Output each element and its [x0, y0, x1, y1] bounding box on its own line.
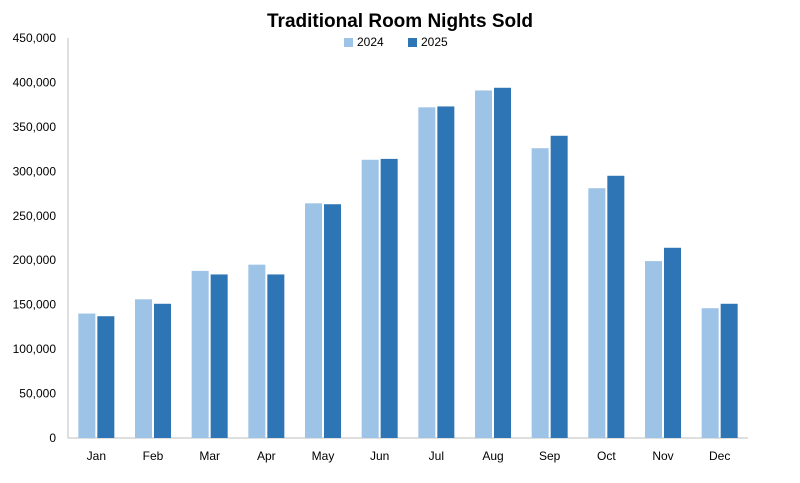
- bar-2025-Sep: [550, 135, 568, 438]
- bar-2024-Jan: [78, 313, 96, 438]
- y-tick-label: 200,000: [13, 253, 57, 267]
- bar-2025-Jun: [380, 158, 398, 438]
- chart-title: Traditional Room Nights Sold: [267, 11, 533, 32]
- y-axis: 0 50,000 100,000 150,000 200,000 250,000 300,0…: [13, 31, 69, 445]
- bar-2024-Nov: [645, 261, 662, 438]
- y-tick-label: 0: [49, 431, 56, 445]
- bar-2025-Jan: [97, 316, 115, 438]
- x-tick-label: Aug: [482, 449, 503, 463]
- y-tick-label: 350,000: [13, 120, 57, 134]
- bar-2025-Feb: [154, 303, 171, 438]
- legend-swatch-2025: [408, 38, 417, 47]
- x-tick-label: Dec: [709, 449, 730, 463]
- bar-2024-Mar: [191, 270, 209, 438]
- bar-2024-Jun: [361, 159, 379, 438]
- legend-label-2024: 2024: [357, 35, 384, 49]
- bar-2025-Apr: [267, 274, 285, 438]
- y-tick-label: 450,000: [13, 31, 57, 45]
- bar-2025-Mar: [210, 274, 228, 438]
- legend-label-2025: 2025: [421, 35, 448, 49]
- legend: 2024 2025: [344, 35, 448, 49]
- y-tick-label: 50,000: [19, 387, 56, 401]
- x-tick-label: Oct: [597, 449, 616, 463]
- x-tick-label: Jun: [370, 449, 389, 463]
- x-tick-label: Jul: [429, 449, 444, 463]
- x-tick-label: Apr: [257, 449, 276, 463]
- legend-swatch-2024: [344, 38, 353, 47]
- bar-2024-Dec: [701, 308, 719, 438]
- x-tick-label: Nov: [652, 449, 673, 463]
- x-tick-label: Sep: [539, 449, 561, 463]
- bar-2024-May: [305, 203, 322, 438]
- x-axis: Jan Feb Mar Apr May Jun Jul Aug Sep Oct Nov Dec: [68, 437, 748, 463]
- bar-2025-May: [324, 204, 341, 438]
- bar-2024-Jul: [418, 107, 436, 438]
- bar-2024-Sep: [531, 148, 549, 438]
- y-tick-label: 100,000: [13, 342, 57, 356]
- y-tick-label: 300,000: [13, 164, 57, 178]
- bar-2024-Aug: [475, 90, 492, 438]
- x-tick-label: Mar: [199, 449, 220, 463]
- bar-2025-Jul: [437, 106, 455, 438]
- bar-2025-Aug: [494, 87, 511, 439]
- y-tick-label: 150,000: [13, 298, 57, 312]
- y-tick-label: 400,000: [13, 75, 57, 89]
- bar-2024-Feb: [135, 299, 152, 438]
- bars: [78, 87, 738, 439]
- bar-2025-Oct: [607, 175, 625, 438]
- bar-2024-Oct: [588, 188, 606, 438]
- bar-2025-Nov: [664, 247, 681, 438]
- x-tick-label: Feb: [143, 449, 164, 463]
- y-tick-label: 250,000: [13, 209, 57, 223]
- x-tick-label: May: [312, 449, 335, 463]
- bar-2024-Apr: [248, 264, 266, 438]
- bar-2025-Dec: [720, 303, 738, 438]
- x-tick-label: Jan: [87, 449, 106, 463]
